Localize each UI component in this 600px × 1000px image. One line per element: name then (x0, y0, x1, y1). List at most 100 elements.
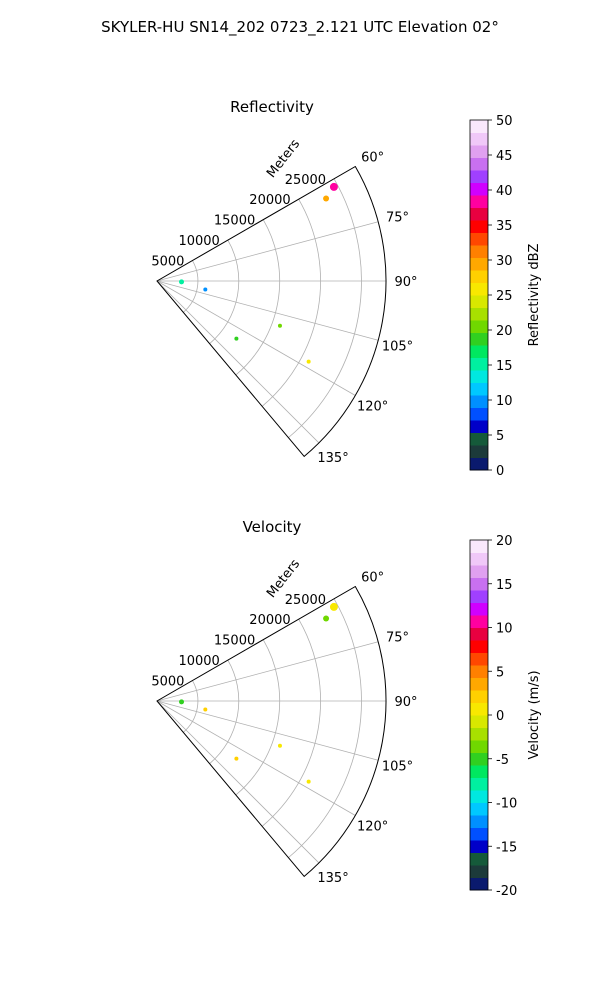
colorbar-swatch (470, 395, 488, 408)
angle-tick-label: 90° (394, 695, 417, 710)
echo-point (179, 699, 185, 705)
range-ring (235, 639, 281, 796)
range-tick-label: 25000 (285, 593, 326, 608)
colorbar-swatch (470, 157, 488, 171)
velocity-title: Velocity (243, 518, 302, 536)
colorbar-tick-label: 5 (496, 665, 504, 680)
reflectivity-angle-labels: 60° 75° 90° 105° 120° 135° (317, 151, 417, 467)
colorbar-swatch (470, 195, 488, 208)
velocity-angle-labels: 60° 75° 90° 105° 120° 135° (317, 571, 417, 887)
colorbar-swatch (470, 727, 488, 741)
colorbar-swatch (470, 432, 488, 446)
reflectivity-colorbar: 0 5 10 15 20 25 30 35 40 45 50 (469, 114, 513, 479)
colorbar-tick-label: 45 (496, 149, 513, 164)
range-ring (235, 219, 281, 376)
echo-point (203, 287, 208, 292)
range-tick-label: 20000 (249, 613, 290, 628)
colorbar-swatch (470, 652, 488, 666)
colorbar-swatch (470, 715, 488, 728)
colorbar-swatch (470, 445, 488, 458)
colorbar-swatch (470, 345, 488, 358)
colorbar-swatch (470, 552, 488, 566)
colorbar-swatch (470, 257, 488, 271)
angle-tick-label: 120° (357, 400, 388, 415)
range-tick-label: 10000 (178, 654, 219, 669)
echo-point (306, 779, 311, 784)
colorbar-tick-label: 30 (496, 254, 513, 269)
colorbar-swatch (470, 602, 488, 616)
velocity-colorbar-label: Velocity (m/s) (527, 670, 542, 759)
echo-point (234, 336, 239, 341)
echo-point (203, 707, 208, 712)
colorbar-swatch (470, 182, 488, 196)
colorbar-swatch (470, 852, 488, 866)
range-tick-label: 20000 (249, 193, 290, 208)
angle-spoke (156, 641, 379, 702)
range-tick-label: 10000 (178, 234, 219, 249)
colorbar-swatch (470, 840, 488, 853)
angle-spoke (156, 280, 379, 341)
angle-tick-label: 90° (394, 275, 417, 290)
range-tick-label: 15000 (214, 634, 255, 649)
angle-tick-label: 60° (361, 571, 384, 586)
angle-spoke (156, 280, 356, 396)
colorbar-swatch (470, 270, 488, 283)
angle-tick-label: 105° (382, 339, 413, 354)
reflectivity-colorbar-label: Reflectivity dBZ (527, 244, 542, 347)
range-ring (261, 619, 321, 827)
colorbar-tick-label: 35 (496, 219, 513, 234)
colorbar-swatch (470, 565, 488, 578)
reflectivity-title: Reflectivity (230, 98, 314, 116)
colorbar-tick-label: 25 (496, 289, 513, 304)
range-ring (183, 260, 199, 313)
colorbar-swatch (470, 777, 488, 791)
echo-point (277, 743, 282, 748)
range-tick-label: 25000 (285, 173, 326, 188)
colorbar-swatch (470, 420, 488, 433)
colorbar-swatch (470, 740, 488, 753)
colorbar-swatch (470, 877, 488, 891)
echo-point (323, 615, 330, 622)
echo-point (329, 602, 338, 611)
colorbar-swatch (470, 170, 488, 183)
velocity-echoes (179, 602, 338, 784)
angle-spoke (156, 700, 379, 761)
echo-point (234, 756, 239, 761)
angle-tick-label: 120° (357, 820, 388, 835)
velocity-panel: Velocity 5000 10000 15000 20000 25000 60° 75°… (151, 518, 542, 899)
colorbar-swatch (470, 590, 488, 603)
echo-point (329, 182, 338, 191)
colorbar-swatch (470, 702, 488, 716)
colorbar-swatch (470, 295, 488, 308)
colorbar-tick-label: 20 (496, 324, 513, 339)
colorbar-swatch (470, 320, 488, 333)
figure-title: SKYLER-HU SN14_202 0723_2.121 UTC Elevat… (101, 18, 499, 37)
colorbar-swatch (470, 577, 488, 591)
colorbar-swatch (470, 382, 488, 396)
colorbar-swatch (470, 370, 488, 383)
colorbar-tick-label: 15 (496, 359, 513, 374)
colorbar-swatch (470, 615, 488, 628)
colorbar-swatch (470, 802, 488, 816)
range-ring (183, 680, 199, 733)
colorbar-tick-label: -20 (496, 884, 517, 899)
colorbar-tick-label: 10 (496, 394, 513, 409)
colorbar-tick-label: 0 (496, 709, 504, 724)
colorbar-tick-label: 15 (496, 578, 513, 593)
sector-outline (156, 165, 387, 458)
angle-tick-label: 60° (361, 151, 384, 166)
colorbar-swatch (470, 357, 488, 371)
colorbar-swatch (470, 677, 488, 691)
range-ring (288, 598, 362, 858)
colorbar-tick-label: 10 (496, 622, 513, 637)
echo-point (277, 323, 282, 328)
colorbar-tick-label: -5 (496, 753, 509, 768)
reflectivity-panel: Reflectivity 5000 10000 15000 20000 25000 60… (151, 98, 542, 479)
colorbar-swatch (470, 220, 488, 233)
colorbar-swatch (470, 790, 488, 803)
velocity-frame (156, 585, 387, 878)
sector-outline (156, 585, 387, 878)
colorbar-swatch (470, 245, 488, 258)
colorbar-swatch (470, 827, 488, 841)
